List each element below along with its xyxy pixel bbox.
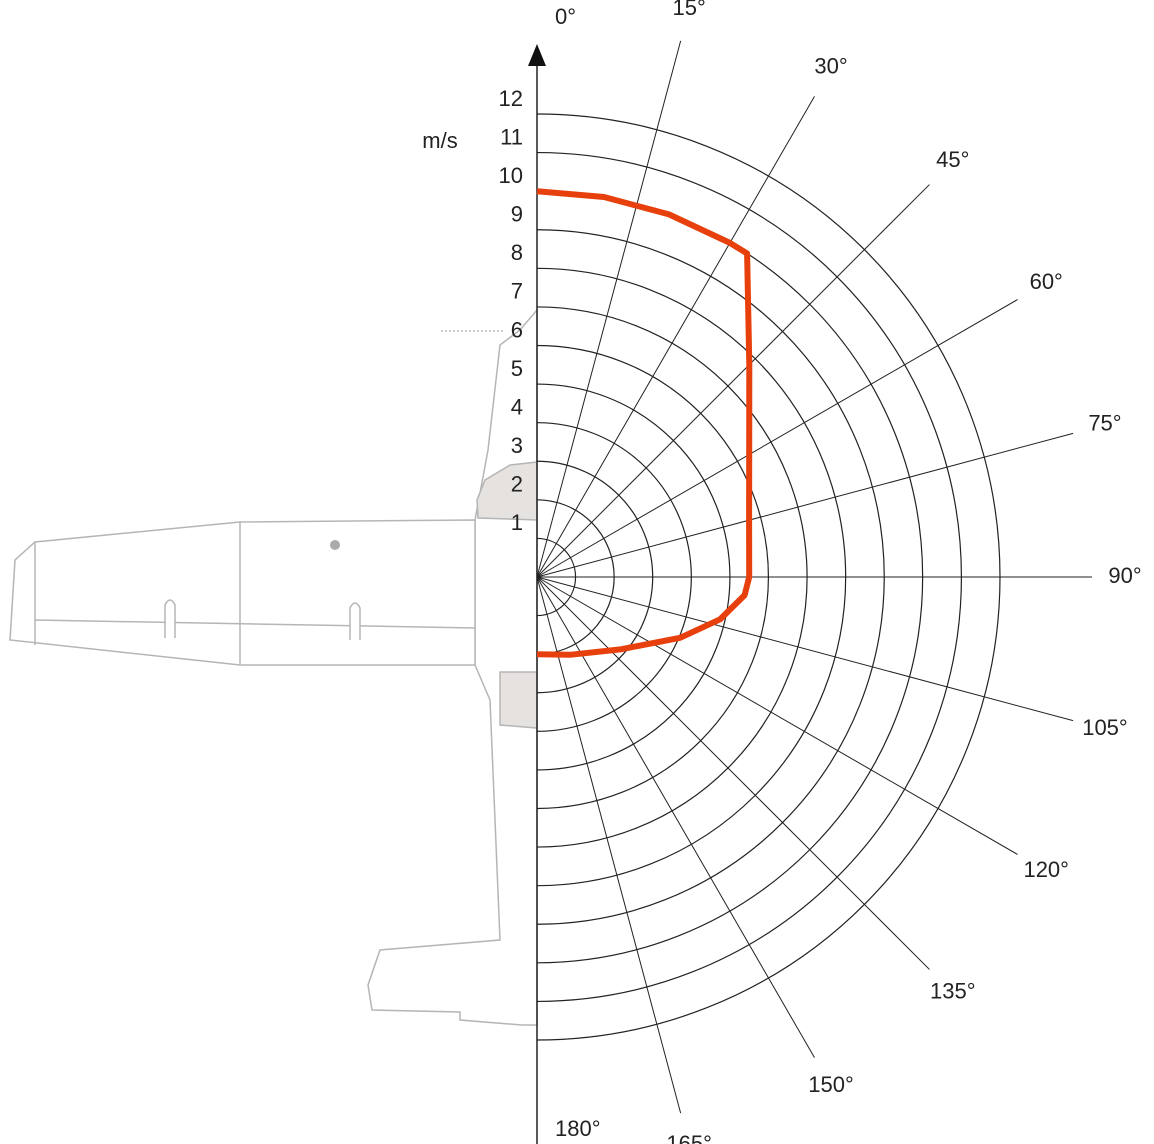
r-tick-label: 11 (500, 124, 523, 149)
r-tick-label: 2 (511, 472, 523, 497)
angle-label: 45° (936, 147, 969, 172)
angle-label: 0° (555, 4, 576, 29)
angle-label: 120° (1023, 857, 1069, 882)
r-tick-label: 4 (511, 394, 523, 419)
radial-line (537, 433, 1073, 577)
r-tick-label: 3 (511, 433, 523, 458)
r-tick-label: 12 (499, 86, 523, 111)
radial-line (537, 300, 1018, 578)
radial-line (537, 577, 815, 1058)
angle-label: 60° (1030, 269, 1063, 294)
angle-label: 135° (930, 979, 976, 1004)
r-tick-label: 5 (511, 356, 523, 381)
axis-label: m/s (422, 128, 457, 153)
r-tick-label: 1 (511, 510, 523, 535)
r-tick-label: 7 (511, 279, 523, 304)
chart: m/s 1234567891011120°15°30°45°60°75°90°1… (0, 0, 1154, 1144)
r-tick-label: 8 (511, 240, 523, 265)
r-tick-label: 10 (499, 163, 523, 188)
angle-label: 15° (673, 0, 706, 20)
radial-line (537, 41, 681, 577)
radial-line (537, 577, 1018, 855)
angle-label: 30° (814, 54, 847, 79)
angle-label: 165° (666, 1131, 712, 1144)
angle-label: 75° (1088, 411, 1121, 436)
aircraft-silhouette (10, 310, 537, 1025)
angle-label: 90° (1108, 563, 1141, 588)
radial-line (537, 577, 929, 969)
angle-label: 180° (555, 1116, 601, 1141)
angle-label: 105° (1082, 715, 1128, 740)
r-tick-label: 6 (511, 317, 523, 342)
radial-line (537, 96, 815, 577)
r-tick-label: 9 (511, 202, 523, 227)
axis-arrow (528, 44, 546, 66)
angle-label: 150° (808, 1072, 854, 1097)
